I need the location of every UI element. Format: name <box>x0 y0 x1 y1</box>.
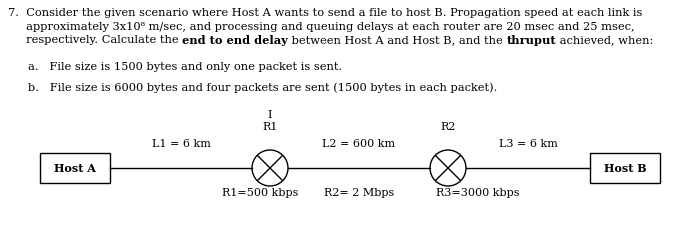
Text: L2 = 600 km: L2 = 600 km <box>322 139 396 149</box>
Text: between Host A and Host B, and the: between Host A and Host B, and the <box>288 35 507 45</box>
Text: R2= 2 Mbps: R2= 2 Mbps <box>324 188 394 198</box>
Text: Host A: Host A <box>54 162 96 173</box>
Text: a.   File size is 1500 bytes and only one packet is sent.: a. File size is 1500 bytes and only one … <box>28 62 343 72</box>
Text: respectively. Calculate the: respectively. Calculate the <box>8 35 182 45</box>
Circle shape <box>252 150 288 186</box>
FancyBboxPatch shape <box>40 153 110 183</box>
Text: R3=3000 kbps: R3=3000 kbps <box>436 188 520 198</box>
Text: R2: R2 <box>440 122 456 132</box>
Circle shape <box>430 150 466 186</box>
Text: approximately 3x10⁸ m/sec, and processing and queuing delays at each router are : approximately 3x10⁸ m/sec, and processin… <box>8 22 635 32</box>
Text: thruput: thruput <box>507 35 556 46</box>
Text: R1=500 kbps: R1=500 kbps <box>222 188 298 198</box>
Text: achieved, when:: achieved, when: <box>556 35 653 45</box>
Text: Host B: Host B <box>603 162 646 173</box>
Text: L1 = 6 km: L1 = 6 km <box>152 139 210 149</box>
Text: R1: R1 <box>262 122 277 132</box>
FancyBboxPatch shape <box>590 153 660 183</box>
Text: end to end delay: end to end delay <box>182 35 288 46</box>
Text: 7.  Consider the given scenario where Host A wants to send a file to host B. Pro: 7. Consider the given scenario where Hos… <box>8 8 642 18</box>
Text: L3 = 6 km: L3 = 6 km <box>498 139 558 149</box>
Text: I: I <box>268 110 272 120</box>
Text: b.   File size is 6000 bytes and four packets are sent (1500 bytes in each packe: b. File size is 6000 bytes and four pack… <box>28 82 498 93</box>
